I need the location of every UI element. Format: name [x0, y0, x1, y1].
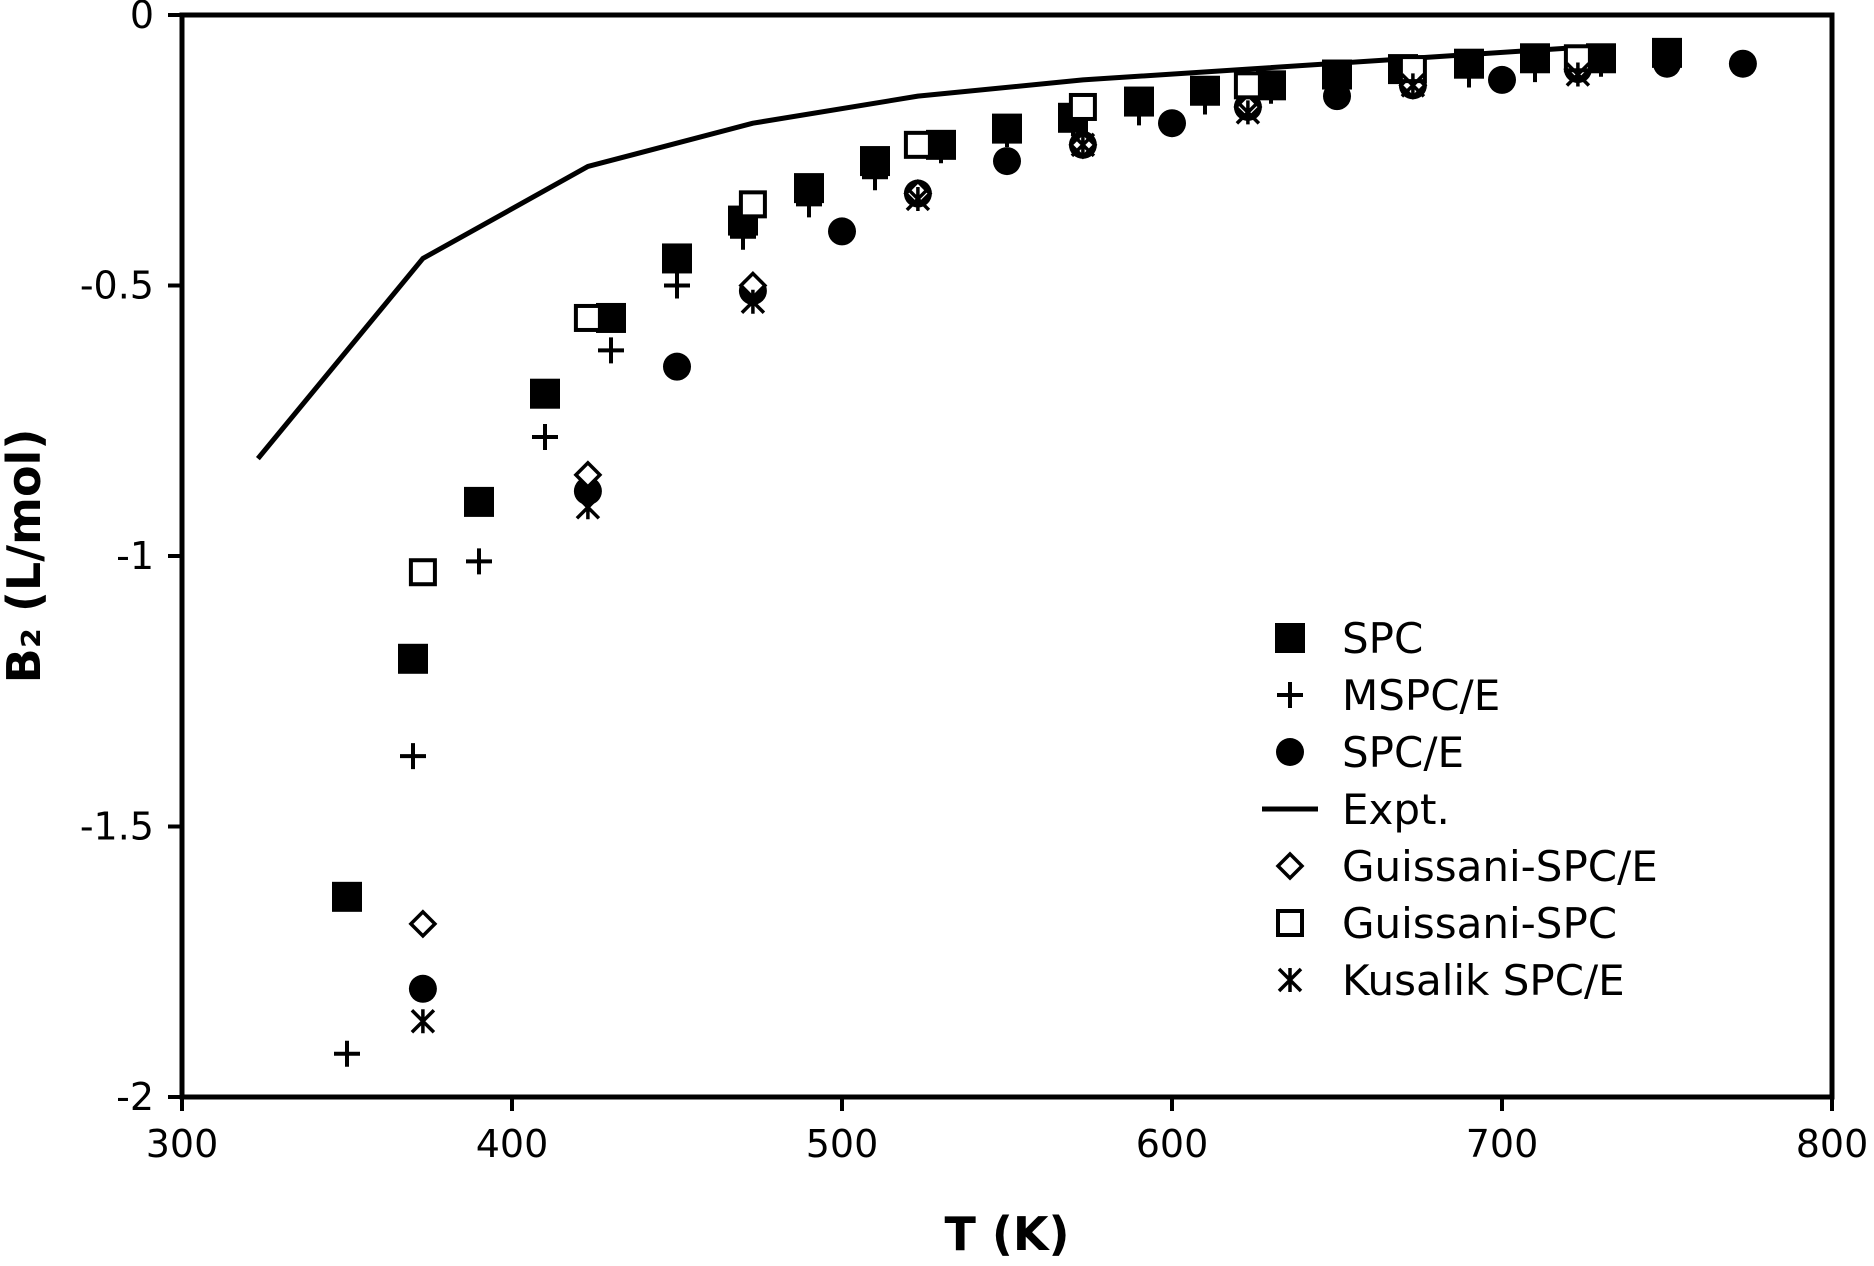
- kusalik-spc-e-point: [1235, 100, 1261, 125]
- legend-label-guissani-spc-e: Guissani-SPC/E: [1342, 842, 1658, 891]
- spc-point: [332, 881, 362, 912]
- x-tick-label: 300: [146, 1122, 219, 1166]
- x-axis-title: T (K): [944, 1207, 1069, 1261]
- mspc-e-point: [928, 137, 954, 164]
- legend-swatch-kusalik-spc-e: [1277, 967, 1303, 993]
- expt-line: [255, 44, 1579, 461]
- guissani-spc-point: [903, 130, 932, 159]
- legend-label-expt: Expt.: [1342, 785, 1450, 834]
- kusalik-spc-e-point: [1070, 132, 1096, 158]
- legend-label-spc: SPC: [1342, 614, 1423, 663]
- y-tick-label: -2: [116, 1075, 154, 1119]
- x-tick-label: 500: [806, 1122, 879, 1166]
- mspc-e-point: [730, 223, 756, 250]
- y-tick-label: -1.5: [80, 805, 154, 849]
- guissani-spc-e-point: [408, 909, 438, 939]
- legend-swatch-guissani-spc: [1276, 909, 1304, 937]
- legend-label-mspc-e: MSPC/E: [1342, 671, 1500, 720]
- spc-e-point: [663, 352, 691, 381]
- spc-e-point: [1728, 49, 1757, 78]
- kusalik-spc-e-point: [575, 495, 601, 520]
- spc-e-point: [1158, 109, 1186, 138]
- legend: SPC MSPC/E SPC/E Expt. Guissani-SPC/E Guissan…: [1262, 614, 1658, 1005]
- mspc-e-point: [664, 272, 690, 299]
- x-tick-label: 800: [1796, 1122, 1869, 1166]
- series-kusalik-spc-e: [410, 62, 1591, 1034]
- kusalik-spc-e-point: [740, 289, 766, 314]
- mspc-e-point: [334, 1040, 360, 1067]
- mspc-e-point: [1588, 50, 1614, 77]
- guissani-spc-e-point: [573, 460, 603, 490]
- y-tick-label: -0.5: [80, 264, 154, 308]
- mspc-e-point: [1522, 56, 1548, 83]
- kusalik-spc-e-point: [1400, 73, 1426, 98]
- spc-point: [662, 243, 692, 274]
- guissani-spc-point: [1068, 92, 1097, 121]
- x-axis-ticks: 300 400 500 600 700 800: [146, 1097, 1869, 1166]
- legend-label-guissani-spc: Guissani-SPC: [1342, 899, 1617, 948]
- spc-e-point: [1488, 65, 1516, 94]
- legend-label-kusalik-spc-e: Kusalik SPC/E: [1342, 956, 1625, 1005]
- spc-e-point: [1323, 82, 1351, 111]
- y-axis-title: B₂ (L/mol): [0, 429, 51, 684]
- legend-swatch-guissani-spc-e: [1275, 851, 1305, 881]
- legend-swatch-mspc-e: [1277, 682, 1303, 708]
- spc-point: [530, 378, 560, 409]
- mspc-e-point: [466, 548, 492, 575]
- y-tick-label: 0: [130, 0, 154, 37]
- y-axis-ticks: 0 -0.5 -1 -1.5 -2: [80, 0, 182, 1119]
- mspc-e-point: [598, 337, 624, 364]
- spc-point: [860, 146, 890, 177]
- x-tick-label: 700: [1466, 1122, 1539, 1166]
- mspc-e-point: [994, 121, 1020, 148]
- mspc-e-point: [1192, 88, 1218, 115]
- guissani-spc-point: [738, 190, 767, 219]
- series-expt: [255, 44, 1579, 461]
- mspc-e-point: [862, 164, 888, 191]
- legend-swatch-spc-e: [1276, 738, 1304, 766]
- spc-point: [398, 643, 428, 674]
- spc-e-point: [993, 147, 1021, 176]
- spc-e-point: [1653, 49, 1681, 78]
- guissani-spc-point: [573, 303, 602, 332]
- mspc-e-point: [400, 743, 426, 770]
- guissani-spc-point: [1233, 71, 1262, 100]
- kusalik-spc-e-point: [410, 1009, 436, 1034]
- x-tick-label: 400: [476, 1122, 549, 1166]
- mspc-e-point: [1126, 99, 1152, 126]
- spc-e-point: [408, 974, 437, 1003]
- data-series: [255, 37, 1757, 1067]
- spc-point: [464, 486, 494, 517]
- x-tick-label: 600: [1136, 1122, 1209, 1166]
- y-tick-label: -1: [116, 534, 154, 578]
- mspc-e-point: [1456, 61, 1482, 88]
- spc-e-point: [828, 217, 856, 246]
- legend-swatch-spc: [1275, 623, 1305, 653]
- legend-label-spc-e: SPC/E: [1342, 728, 1464, 777]
- kusalik-spc-e-point: [1565, 62, 1591, 87]
- mspc-e-point: [1258, 77, 1284, 104]
- mspc-e-point: [796, 191, 822, 218]
- kusalik-spc-e-point: [905, 186, 931, 212]
- mspc-e-point: [532, 423, 558, 450]
- guissani-spc-point: [408, 558, 437, 587]
